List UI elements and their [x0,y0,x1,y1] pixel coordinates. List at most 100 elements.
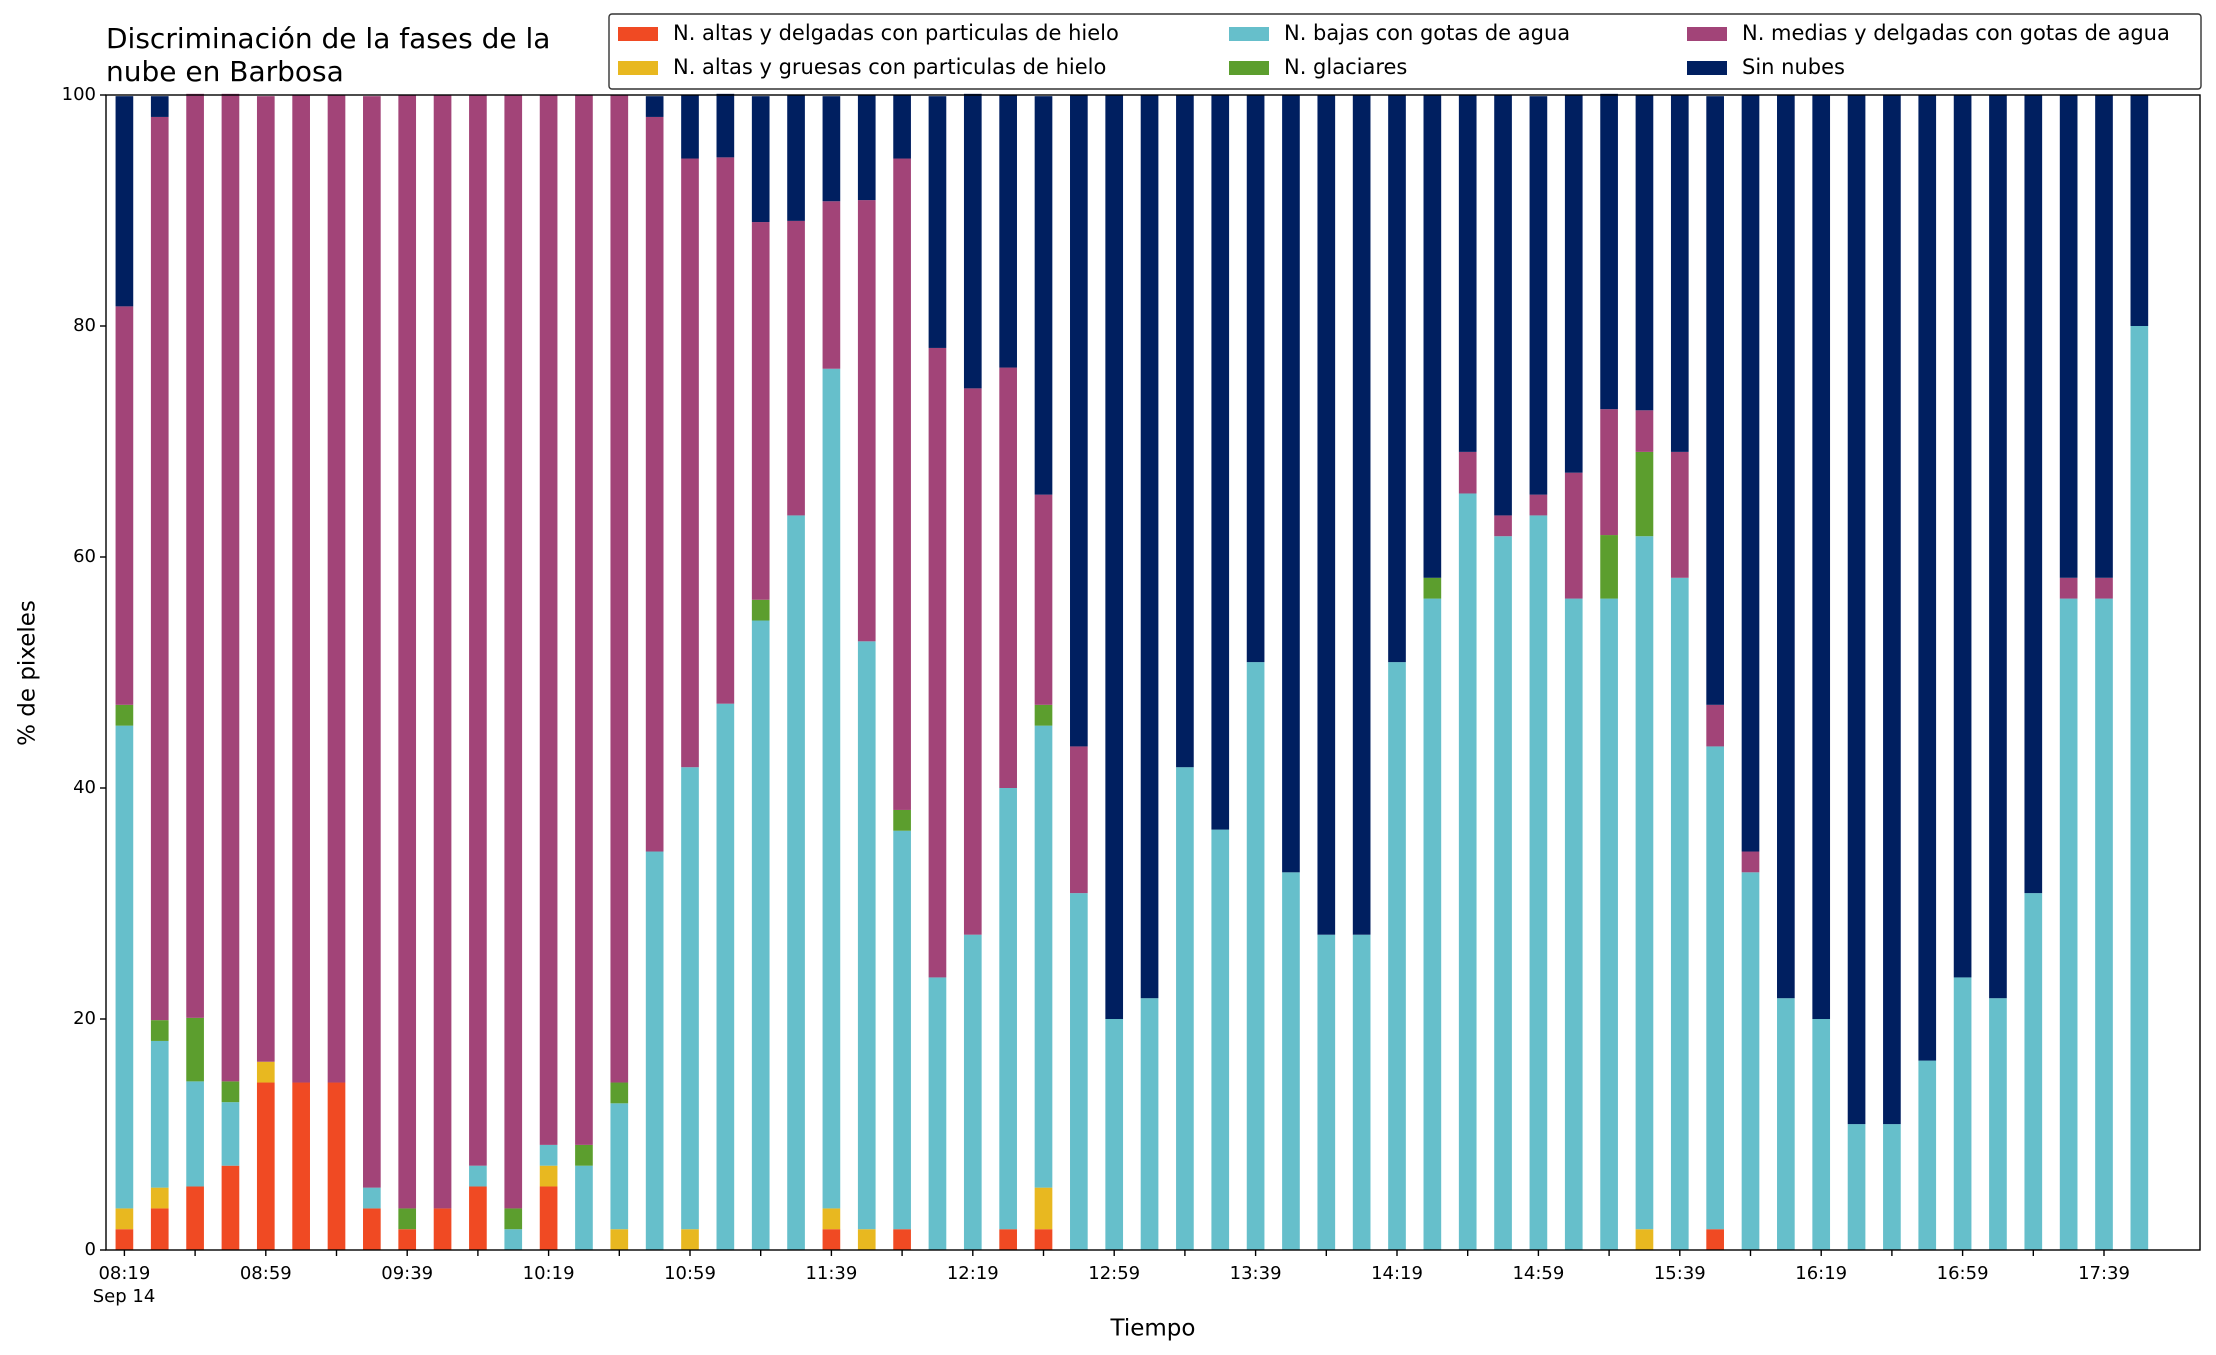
bar-segment [928,96,947,348]
bar-segment [398,95,417,1209]
bar-segment [363,1208,381,1250]
x-tick-label: 16:19 [1795,1263,1847,1284]
x-tick-label: 09:39 [381,1263,433,1284]
bar-segment [1564,95,1583,473]
bar-segment [1812,95,1831,1019]
bar-segment [1741,851,1760,873]
bar-segment [115,306,134,705]
bar-segment [2095,577,2113,599]
bar-segment [2095,598,2113,1250]
x-tick-label: 12:19 [947,1263,999,1284]
bar-segment [1034,725,1053,1188]
bar-segment [1352,95,1371,935]
bar-segment [1070,746,1088,894]
x-tick-label: 11:39 [805,1263,857,1284]
bar-segment [1918,95,1937,1061]
x-tick-label: 10:19 [523,1263,575,1284]
plot-frame [105,94,2201,1251]
bar-segment [1989,998,2007,1250]
bar-segment [928,347,947,978]
bar-segment [221,1081,240,1103]
bar-segment [2130,326,2149,1250]
legend-swatch [1687,27,1727,41]
bar-segment [681,158,699,768]
bar-segment [1034,494,1053,705]
bar-segment [716,157,735,704]
bar-segment [1706,704,1724,747]
bar-segment [1034,96,1053,495]
bar-segment [1564,598,1583,1250]
bar-segment [1352,934,1371,1250]
bar-segment [150,1187,169,1209]
y-tick-label: 20 [73,1008,96,1029]
bar-segment [857,95,876,201]
bar-segment [1883,95,1901,1125]
bar-segment [221,1102,240,1166]
bar-segment [857,200,876,642]
y-axis-label: % de pixeles [15,600,41,746]
bar-segment [645,96,664,117]
bar-segment [1034,704,1053,726]
chart-title: Discriminación de la fases de la [106,22,550,55]
x-tick-label: 16:59 [1937,1263,1989,1284]
bar-segment [150,96,169,117]
bar-segment [1847,95,1866,1125]
bar-segment [1070,893,1088,1250]
bar-segment [115,1229,134,1250]
bar-segment [1388,662,1406,1250]
bar-segment [186,1081,204,1187]
bar-segment [963,388,982,935]
bar-segment [681,767,699,1230]
bar-segment [1777,95,1795,999]
legend-label: N. bajas con gotas de agua [1284,21,1570,45]
bar-segment [1140,95,1159,999]
bar-segment [1388,95,1406,663]
bar-segment [1105,1019,1124,1250]
bar-segment [1635,1229,1654,1250]
bar-segment [1706,746,1724,1230]
bar-segment [1317,95,1336,935]
bar-segment [115,725,134,1209]
bar-segment [822,368,841,1209]
legend-swatch [1687,61,1727,75]
bar-segment [1529,515,1548,1250]
bar-segment [1847,1124,1866,1250]
bar-segment [186,93,204,1018]
bar-segment [893,95,911,159]
bar-segment [787,515,805,1250]
bar-segment [1706,96,1724,705]
bar-segment [539,1144,558,1166]
bar-segment [221,93,240,1082]
bar-segment [1741,872,1760,1250]
bar-segment [645,851,664,1250]
legend-label: N. altas y gruesas con particulas de hie… [673,55,1106,79]
y-tick-label: 40 [73,777,96,798]
bar-segment [539,1186,558,1250]
bar-segment [2059,95,2078,578]
bar-segment [1494,536,1512,1250]
bar-segment [504,95,523,1209]
legend-box [608,13,2202,90]
bar-segment [1953,95,1972,978]
bar-segment [822,1229,841,1250]
bar-segment [1635,410,1654,452]
bar-segment [539,95,558,1145]
x-tick-label: 14:59 [1512,1263,1564,1284]
bar-segment [2059,598,2078,1250]
bar-segment [1282,95,1300,873]
bar-segment [433,95,452,1209]
bar-segment [575,1144,593,1166]
bar-segment [1706,1229,1724,1250]
bar-segment [999,95,1017,368]
bar-segment [751,599,770,621]
bar-segment [469,95,487,1166]
bar-segment [433,1208,452,1250]
bar-segment [1777,998,1795,1250]
bar-segment [1670,577,1689,1250]
bar-segment [1317,934,1336,1250]
bar-segment [1600,93,1618,410]
x-date-label: Sep 14 [93,1286,156,1307]
bar-segment [857,641,876,1230]
bar-segment [928,977,947,1250]
